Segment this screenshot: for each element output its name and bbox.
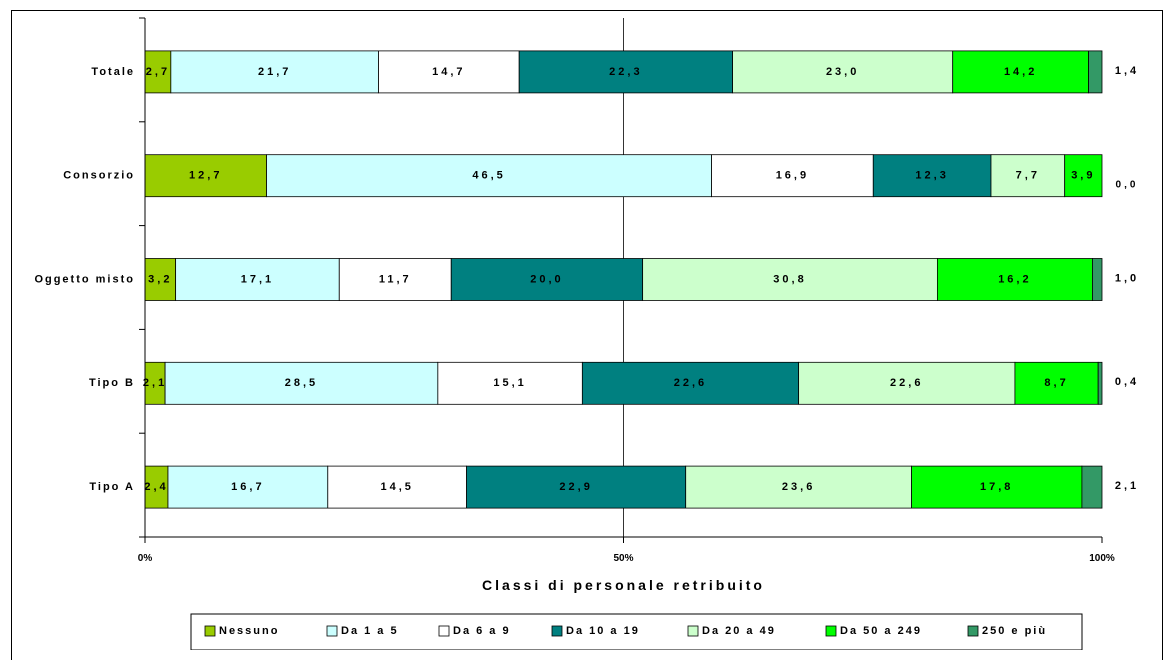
bar-tipo-b-250-e-pi — [1097, 361, 1103, 405]
value-label-consorzio-da-1-a-5: 46,5 — [472, 170, 505, 182]
legend-label-da-6-a-9: Da 6 a 9 — [453, 625, 511, 637]
bar-oggetto-misto-da-1-a-5 — [175, 258, 340, 301]
value-label-totale-da-6-a-9: 14,7 — [432, 66, 465, 78]
value-label-tipo-b-250-e-pi: 0,4 — [1115, 376, 1139, 388]
bar-tipo-b-da-50-a-249 — [1014, 361, 1099, 405]
value-label-tipo-a-da-6-a-9: 14,5 — [380, 481, 413, 493]
value-label-tipo-b-da-50-a-249: 8,7 — [1044, 377, 1068, 389]
bar-totale-da-10-a-19 — [518, 50, 733, 94]
value-label-tipo-a-da-50-a-249: 17,8 — [980, 481, 1013, 493]
category-label-tipo-b: Tipo B — [89, 377, 135, 389]
bar-totale-da-6-a-9 — [378, 50, 520, 94]
legend-label-nessuno: Nessuno — [219, 625, 279, 637]
legend-label-da-10-a-19: Da 10 a 19 — [566, 625, 640, 637]
value-label-oggetto-misto-da-50-a-249: 16,2 — [998, 273, 1031, 285]
bar-oggetto-misto-da-10-a-19 — [450, 258, 644, 301]
bar-consorzio-da-10-a-19 — [872, 154, 992, 198]
bar-tipo-b-da-10-a-19 — [581, 361, 800, 405]
legend-swatch-da-20-a-49 — [687, 625, 699, 637]
value-label-totale-da-20-a-49: 23,0 — [826, 66, 859, 78]
value-label-consorzio-nessuno: 12,7 — [189, 170, 222, 182]
bar-tipo-a-da-10-a-19 — [466, 465, 687, 509]
legend-swatch-da-1-a-5 — [326, 625, 338, 637]
value-label-oggetto-misto-da-10-a-19: 20,0 — [530, 273, 563, 285]
value-label-tipo-a-da-1-a-5: 16,7 — [231, 481, 264, 493]
bar-totale-250-e-pi — [1088, 50, 1103, 94]
value-label-tipo-b-da-1-a-5: 28,5 — [285, 377, 318, 389]
x-tick-label-100: 100% — [1089, 553, 1115, 564]
category-label-oggetto-misto: Oggetto misto — [34, 273, 135, 285]
bar-oggetto-misto-da-50-a-249 — [936, 258, 1093, 301]
value-label-tipo-b-nessuno: 2,1 — [143, 377, 167, 389]
value-label-totale-250-e-pi: 1,4 — [1115, 65, 1139, 77]
bar-consorzio-da-50-a-249 — [1064, 154, 1103, 198]
x-tick-label-0: 0% — [138, 553, 153, 564]
category-label-consorzio: Consorzio — [63, 170, 135, 182]
value-label-tipo-a-250-e-pi: 2,1 — [1115, 480, 1139, 492]
bar-tipo-a-da-20-a-49 — [685, 465, 912, 509]
legend-swatch-250-e-pi — [967, 625, 979, 637]
bar-consorzio-da-1-a-5 — [266, 154, 712, 198]
value-label-tipo-a-da-10-a-19: 22,9 — [559, 481, 592, 493]
value-label-oggetto-misto-da-6-a-9: 11,7 — [379, 273, 412, 285]
legend-label-250-e-pi: 250 e più — [982, 625, 1047, 637]
value-label-consorzio-250-e-pi: 0,0 — [1116, 179, 1139, 190]
value-label-consorzio-da-50-a-249: 3,9 — [1071, 170, 1095, 182]
legend-box — [190, 613, 1083, 650]
x-axis-title: Classi di personale retribuito — [482, 577, 765, 593]
category-label-tipo-a: Tipo A — [89, 481, 135, 493]
legend-label-da-1-a-5: Da 1 a 5 — [341, 625, 399, 637]
legend-label-da-50-a-249: Da 50 a 249 — [840, 625, 922, 637]
value-label-tipo-a-nessuno: 2,4 — [144, 481, 168, 493]
bar-consorzio-nessuno — [144, 154, 267, 198]
bar-oggetto-misto-da-6-a-9 — [338, 258, 452, 301]
value-label-consorzio-da-20-a-49: 7,7 — [1016, 170, 1040, 182]
chart-frame — [11, 10, 1163, 660]
category-label-totale: Totale — [91, 66, 135, 78]
legend-label-da-20-a-49: Da 20 a 49 — [702, 625, 776, 637]
value-label-totale-da-10-a-19: 22,3 — [609, 66, 642, 78]
bar-totale-da-50-a-249 — [952, 50, 1090, 94]
bar-tipo-b-da-20-a-49 — [798, 361, 1016, 405]
value-label-tipo-b-da-10-a-19: 22,6 — [674, 377, 707, 389]
bar-oggetto-misto-250-e-pi — [1092, 258, 1103, 301]
value-label-consorzio-da-10-a-19: 12,3 — [915, 170, 948, 182]
value-label-tipo-b-da-20-a-49: 22,6 — [890, 377, 923, 389]
bar-consorzio-da-20-a-49 — [990, 154, 1066, 198]
legend-swatch-da-50-a-249 — [825, 625, 837, 637]
bar-tipo-b-da-6-a-9 — [437, 361, 583, 405]
legend-swatch-da-10-a-19 — [551, 625, 563, 637]
bar-tipo-b-da-1-a-5 — [164, 361, 439, 405]
bar-consorzio-da-6-a-9 — [711, 154, 874, 198]
legend-swatch-nessuno — [204, 625, 216, 637]
value-label-oggetto-misto-nessuno: 3,2 — [148, 273, 172, 285]
value-label-totale-da-1-a-5: 21,7 — [258, 66, 291, 78]
bar-tipo-a-da-1-a-5 — [167, 465, 329, 509]
value-label-tipo-a-da-20-a-49: 23,6 — [782, 481, 815, 493]
bar-oggetto-misto-da-20-a-49 — [642, 258, 938, 301]
value-label-oggetto-misto-da-1-a-5: 17,1 — [241, 273, 274, 285]
value-label-tipo-b-da-6-a-9: 15,1 — [493, 377, 526, 389]
bar-tipo-a-da-50-a-249 — [911, 465, 1083, 509]
value-label-oggetto-misto-250-e-pi: 1,0 — [1115, 272, 1139, 284]
legend-swatch-da-6-a-9 — [438, 625, 450, 637]
bar-totale-da-1-a-5 — [170, 50, 379, 94]
x-tick-label-50: 50% — [613, 553, 633, 564]
value-label-oggetto-misto-da-20-a-49: 30,8 — [773, 273, 806, 285]
bar-tipo-a-da-6-a-9 — [327, 465, 467, 509]
bar-tipo-a-250-e-pi — [1081, 465, 1103, 509]
value-label-totale-nessuno: 2,7 — [146, 66, 170, 78]
value-label-totale-da-50-a-249: 14,2 — [1004, 66, 1037, 78]
value-label-consorzio-da-6-a-9: 16,9 — [776, 170, 809, 182]
